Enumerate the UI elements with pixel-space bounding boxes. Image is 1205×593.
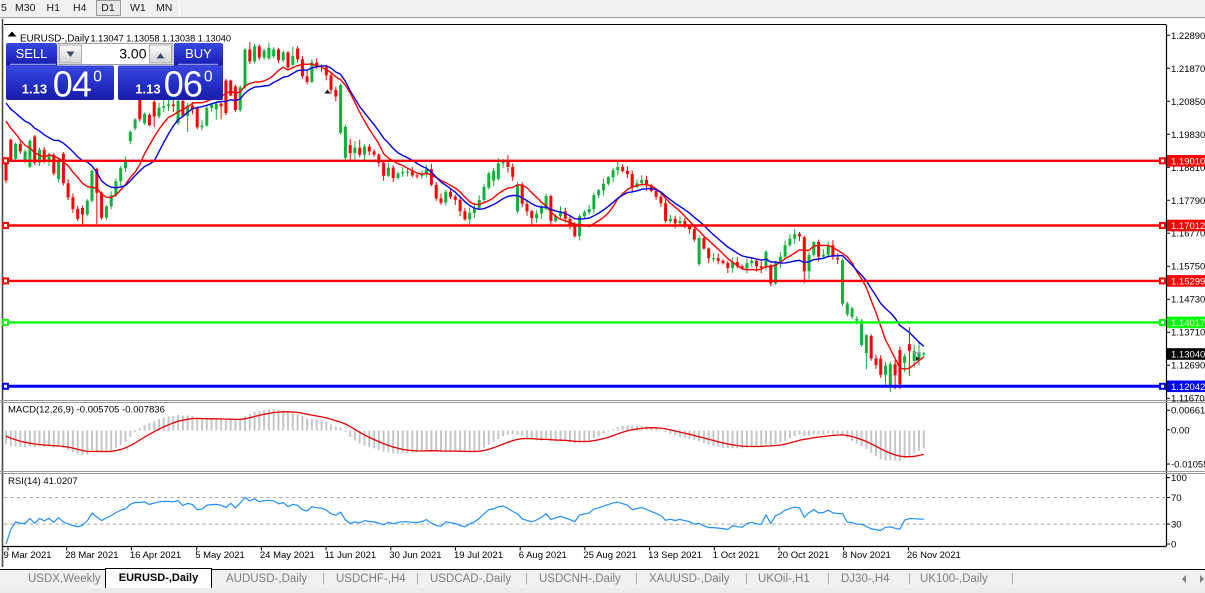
svg-text:0: 0 <box>93 68 102 85</box>
svg-text:1.13040: 1.13040 <box>1171 350 1205 361</box>
svg-text:70: 70 <box>1171 493 1182 504</box>
svg-text:1 Oct 2021: 1 Oct 2021 <box>713 550 759 561</box>
svg-text:6 Aug 2021: 6 Aug 2021 <box>519 550 567 561</box>
svg-text:1.15299: 1.15299 <box>1171 277 1205 288</box>
svg-text:3.00: 3.00 <box>119 46 146 62</box>
svg-text:1.18810: 1.18810 <box>1171 163 1205 174</box>
svg-text:0.00661: 0.00661 <box>1171 406 1205 417</box>
svg-text:11 Jun 2021: 11 Jun 2021 <box>325 550 377 561</box>
svg-text:13 Sep 2021: 13 Sep 2021 <box>648 550 702 561</box>
svg-text:1.13: 1.13 <box>22 82 47 97</box>
svg-text:EURUSD-,Daily: EURUSD-,Daily <box>20 34 89 45</box>
svg-text:06: 06 <box>164 63 202 104</box>
svg-text:30: 30 <box>1171 520 1182 531</box>
svg-text:26 Nov 2021: 26 Nov 2021 <box>907 550 961 561</box>
svg-text:1.13047 1.13058 1.13038 1.1304: 1.13047 1.13058 1.13038 1.13040 <box>91 34 232 44</box>
svg-text:1.15750: 1.15750 <box>1171 262 1205 273</box>
svg-text:1.14017: 1.14017 <box>1171 318 1205 329</box>
svg-text:28 Mar 2021: 28 Mar 2021 <box>65 550 118 561</box>
svg-text:1.17790: 1.17790 <box>1171 196 1205 207</box>
svg-text:19 Jul 2021: 19 Jul 2021 <box>454 550 503 561</box>
svg-text:1.21870: 1.21870 <box>1171 64 1205 75</box>
svg-text:04: 04 <box>53 63 91 104</box>
svg-text:1.17012: 1.17012 <box>1171 221 1205 232</box>
svg-text:MACD(12,26,9) -0.005705 -0.007: MACD(12,26,9) -0.005705 -0.007836 <box>8 405 165 416</box>
svg-text:5 May 2021: 5 May 2021 <box>195 550 245 561</box>
svg-text:1.13: 1.13 <box>135 82 160 97</box>
svg-text:1.19830: 1.19830 <box>1171 130 1205 141</box>
svg-text:SELL: SELL <box>16 46 48 61</box>
svg-text:20 Oct 2021: 20 Oct 2021 <box>778 550 830 561</box>
svg-text:0: 0 <box>204 68 213 85</box>
svg-text:BUY: BUY <box>185 46 212 61</box>
svg-text:16 Apr 2021: 16 Apr 2021 <box>130 550 181 561</box>
svg-text:1.12042: 1.12042 <box>1171 382 1205 393</box>
svg-text:RSI(14) 41.0207: RSI(14) 41.0207 <box>8 476 78 487</box>
svg-text:1.11670: 1.11670 <box>1171 394 1205 405</box>
svg-text:1.14730: 1.14730 <box>1171 295 1205 306</box>
svg-text:0.00: 0.00 <box>1171 425 1190 436</box>
svg-text:1.20850: 1.20850 <box>1171 97 1205 108</box>
svg-text:1.13710: 1.13710 <box>1171 328 1205 339</box>
svg-text:1.19010: 1.19010 <box>1171 156 1205 167</box>
svg-text:100: 100 <box>1171 473 1187 484</box>
svg-text:-0.01055: -0.01055 <box>1171 460 1205 471</box>
svg-text:8 Nov 2021: 8 Nov 2021 <box>842 550 891 561</box>
svg-text:9 Mar 2021: 9 Mar 2021 <box>4 550 52 561</box>
svg-text:0: 0 <box>1171 540 1176 551</box>
svg-text:30 Jun 2021: 30 Jun 2021 <box>389 550 441 561</box>
svg-text:1.12690: 1.12690 <box>1171 361 1205 372</box>
svg-text:24 May 2021: 24 May 2021 <box>260 550 315 561</box>
svg-text:1.16770: 1.16770 <box>1171 229 1205 240</box>
svg-text:1.22890: 1.22890 <box>1171 31 1205 42</box>
svg-text:25 Aug 2021: 25 Aug 2021 <box>583 550 636 561</box>
